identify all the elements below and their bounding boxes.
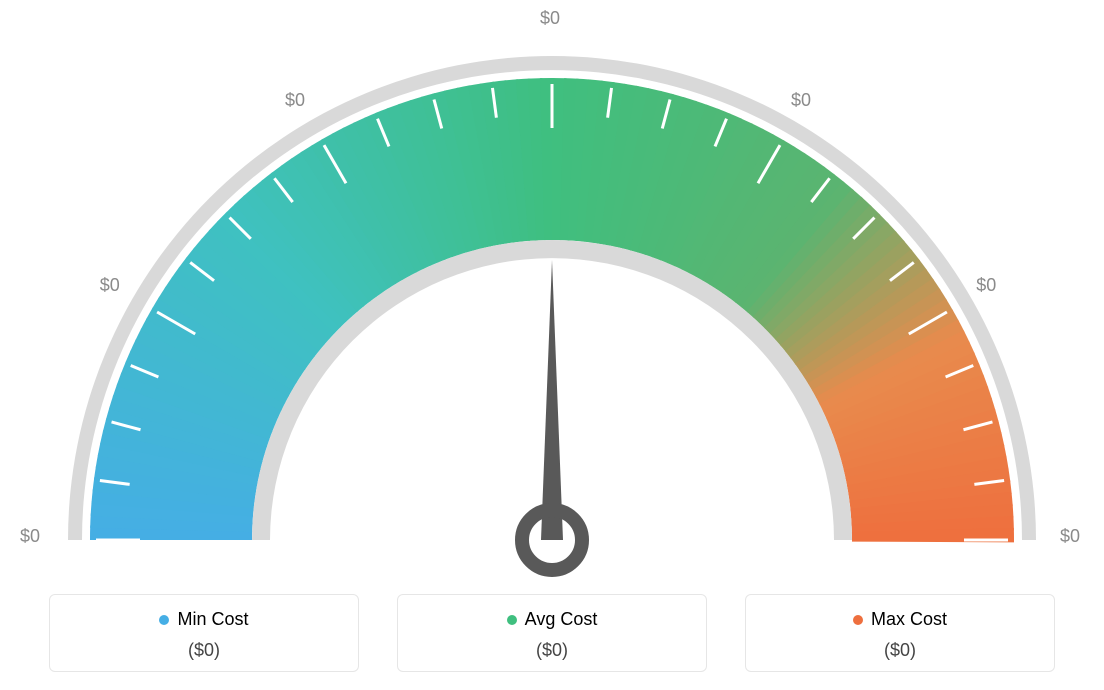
gauge-tick-label: $0: [976, 275, 996, 296]
legend-label-min: Min Cost: [177, 609, 248, 630]
legend-label-max: Max Cost: [871, 609, 947, 630]
gauge-tick-label: $0: [1060, 526, 1080, 547]
gauge-tick-label: $0: [20, 526, 40, 547]
gauge-tick-label: $0: [100, 275, 120, 296]
legend-card-max: Max Cost ($0): [745, 594, 1055, 672]
gauge-svg: [32, 20, 1072, 580]
gauge-tick-label: $0: [285, 90, 305, 111]
gauge-tick-label: $0: [540, 8, 560, 29]
gauge-tick-label: $0: [791, 90, 811, 111]
legend-title-min: Min Cost: [159, 609, 248, 630]
legend-label-avg: Avg Cost: [525, 609, 598, 630]
legend-value-max: ($0): [756, 640, 1044, 661]
gauge-chart: $0$0$0$0$0$0$0: [32, 20, 1072, 580]
legend-value-min: ($0): [60, 640, 348, 661]
legend-title-avg: Avg Cost: [507, 609, 598, 630]
legend-value-avg: ($0): [408, 640, 696, 661]
legend-row: Min Cost ($0) Avg Cost ($0) Max Cost ($0…: [0, 594, 1104, 672]
legend-dot-avg: [507, 615, 517, 625]
legend-dot-max: [853, 615, 863, 625]
legend-card-avg: Avg Cost ($0): [397, 594, 707, 672]
legend-title-max: Max Cost: [853, 609, 947, 630]
cost-gauge-widget: $0 $0 $0 $0 $0 $0 $0 Min Cost ($0) Avg Cost ($…: [0, 0, 1104, 690]
legend-card-min: Min Cost ($0): [49, 594, 359, 672]
legend-dot-min: [159, 615, 169, 625]
